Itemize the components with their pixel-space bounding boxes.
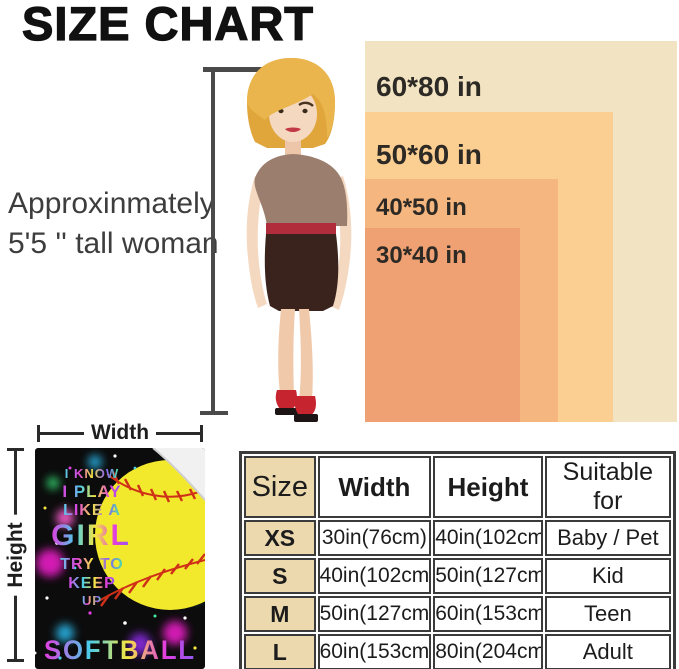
suitable-cell: Teen xyxy=(544,596,671,632)
size-box-label-30x40: 30*40 in xyxy=(376,242,467,269)
width-cell: 60in(153cm) xyxy=(317,634,432,669)
table-row: XS 30in(76cm) 40in(102cm) Baby / Pet xyxy=(244,520,671,556)
table-row: M 50in(127cm) 60in(153cm) Teen xyxy=(244,596,671,632)
width-measure-left-tick xyxy=(37,425,40,442)
size-cell: XS xyxy=(244,520,316,556)
height-cell: 40in(102cm) xyxy=(433,520,543,556)
width-cell: 40in(102cm) xyxy=(317,558,432,594)
height-cell: 60in(153cm) xyxy=(433,596,543,632)
size-box-label-60x80: 60*80 in xyxy=(376,71,482,102)
height-measure-label: Height xyxy=(4,514,28,596)
ruler-bottom-cap xyxy=(200,411,228,415)
blanket-text-line: LIKE A xyxy=(63,502,121,519)
height-cell: 50in(127cm) xyxy=(433,558,543,594)
blanket-text-line: GIRL xyxy=(51,519,131,552)
header-size: Size xyxy=(244,456,316,518)
blanket-slogan: I KNOW I PLAY LIKE A GIRL TRY TO KEEP UP… xyxy=(44,466,196,665)
size-cell: L xyxy=(244,634,316,669)
height-measure-bottom-tick xyxy=(7,659,24,662)
model-height-note-line1: Approxinmately xyxy=(8,187,215,220)
woman-neck xyxy=(285,136,301,160)
blanket-text-line: UP xyxy=(82,593,102,608)
size-box-label-50x60: 50*60 in xyxy=(376,139,482,170)
height-measure-top-tick xyxy=(7,448,24,451)
size-cell: S xyxy=(244,558,316,594)
blanket-fold-corner xyxy=(152,448,205,501)
blanket-text-line: TRY TO xyxy=(60,556,124,573)
header-height: Height xyxy=(433,456,543,518)
blanket-text-line: I PLAY xyxy=(62,482,121,501)
blanket-height-measure: Height xyxy=(4,448,28,662)
ruler-line xyxy=(211,70,215,415)
suitable-cell: Baby / Pet xyxy=(544,520,671,556)
header-width: Width xyxy=(317,456,432,518)
blanket-graphic: I KNOW I PLAY LIKE A GIRL TRY TO KEEP UP… xyxy=(35,448,205,669)
page-title: SIZE CHART xyxy=(21,0,314,50)
suitable-cell: Adult xyxy=(544,634,671,669)
woman-hair-fringe xyxy=(247,58,335,138)
suitable-cell: Kid xyxy=(544,558,671,594)
woman-illustration xyxy=(246,58,352,422)
width-cell: 30in(76cm) xyxy=(317,520,432,556)
size-table: Size Width Height Suitable for XS 30in(7… xyxy=(239,451,676,669)
model-height-note-line2: 5'5 '' tall woman xyxy=(8,227,219,260)
width-measure-right-tick xyxy=(200,425,203,442)
woman-belt xyxy=(266,223,336,234)
woman-top xyxy=(254,154,348,226)
woman-skirt xyxy=(264,234,339,311)
paint-dots xyxy=(35,454,197,660)
width-cell: 50in(127cm) xyxy=(317,596,432,632)
width-measure-label: Width xyxy=(83,421,157,445)
blanket-text-line: I KNOW xyxy=(65,466,119,481)
table-row: S 40in(102cm) 50in(127cm) Kid xyxy=(244,558,671,594)
model-height-note: Approxinmately 5'5 '' tall woman xyxy=(8,184,219,264)
size-box-30x40: 30*40 in xyxy=(365,228,520,422)
ruler-top-cap xyxy=(203,67,270,72)
woman-shoes xyxy=(275,390,318,422)
header-suitable-for: Suitable for xyxy=(544,456,671,518)
size-box-label-40x50: 40*50 in xyxy=(376,194,467,221)
height-cell: 80in(204cm) xyxy=(433,634,543,669)
table-row: L 60in(153cm) 80in(204cm) Adult xyxy=(244,634,671,669)
size-cell: M xyxy=(244,596,316,632)
blanket-bottom-text: SOFTBALL xyxy=(44,635,196,665)
softball-graphic xyxy=(95,460,205,610)
blanket-width-measure: Width xyxy=(37,421,203,445)
table-header-row: Size Width Height Suitable for xyxy=(244,456,671,518)
woman-legs xyxy=(278,309,313,400)
blanket-text-line: KEEP xyxy=(68,575,116,592)
